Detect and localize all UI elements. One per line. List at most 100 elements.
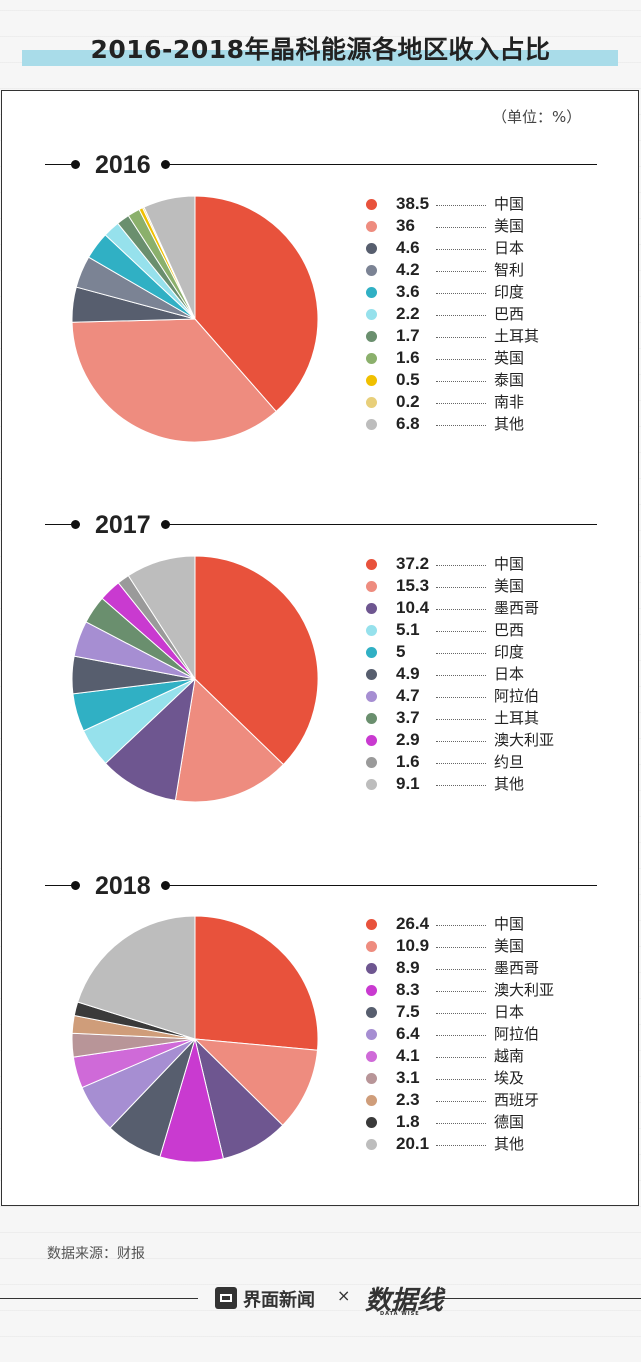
legend-color-dot bbox=[366, 199, 377, 210]
legend-leader-line bbox=[436, 249, 486, 250]
legend-value: 4.6 bbox=[396, 238, 420, 257]
pie-slice-其他 bbox=[77, 915, 196, 1040]
legend-label: 其他 bbox=[494, 1135, 525, 1153]
legend-label: 美国 bbox=[494, 937, 525, 955]
legend-color-dot bbox=[366, 1117, 377, 1128]
legend-leader-line bbox=[436, 763, 486, 764]
legend-label: 越南 bbox=[494, 1047, 525, 1065]
legend-color-dot bbox=[366, 375, 377, 386]
year-bullet-left bbox=[71, 160, 80, 169]
legend-color-dot bbox=[366, 625, 377, 636]
legend-label: 印度 bbox=[494, 643, 525, 661]
year-bullet-right bbox=[161, 520, 170, 529]
legend-color-dot bbox=[366, 1029, 377, 1040]
pie-chart-2018 bbox=[71, 915, 319, 1163]
footer-divider-left bbox=[0, 1298, 198, 1299]
legend-leader-line bbox=[436, 653, 486, 654]
legend-color-dot bbox=[366, 419, 377, 430]
legend-leader-line bbox=[436, 719, 486, 720]
legend-label: 其他 bbox=[494, 415, 525, 433]
legend-leader-line bbox=[436, 741, 486, 742]
legend-label: 美国 bbox=[494, 577, 525, 595]
legend-leader-line bbox=[436, 785, 486, 786]
legend-item: 10.9 美国 bbox=[366, 935, 606, 957]
legend-value: 2.2 bbox=[396, 304, 420, 323]
legend-label: 巴西 bbox=[494, 621, 525, 639]
legend-leader-line bbox=[436, 969, 486, 970]
legend-item: 2.9 澳大利亚 bbox=[366, 729, 606, 751]
legend-label: 土耳其 bbox=[494, 709, 540, 727]
legend-value: 1.6 bbox=[396, 752, 420, 771]
legend-item: 4.7 阿拉伯 bbox=[366, 685, 606, 707]
year-rule-left bbox=[45, 164, 73, 165]
brand-separator: × bbox=[337, 1286, 351, 1305]
legend-color-dot bbox=[366, 559, 377, 570]
legend-label: 澳大利亚 bbox=[494, 731, 555, 749]
year-title: 2016 bbox=[95, 151, 151, 179]
pie-slice-其他 bbox=[143, 195, 196, 320]
page-title: 2016-2018年晶科能源各地区收入占比 bbox=[90, 35, 551, 64]
pie-slice-美国 bbox=[193, 1038, 319, 1126]
legend-leader-line bbox=[436, 1145, 486, 1146]
year-rule-right bbox=[166, 524, 597, 525]
brand-datawise-sub: DATA WISE bbox=[380, 1311, 420, 1317]
legend-item: 6.4 阿拉伯 bbox=[366, 1023, 606, 1045]
legend-leader-line bbox=[436, 1035, 486, 1036]
legend-label: 泰国 bbox=[494, 371, 525, 389]
legend-color-dot bbox=[366, 691, 377, 702]
legend-leader-line bbox=[436, 587, 486, 588]
legend-value: 3.7 bbox=[396, 708, 420, 727]
legend-value: 3.6 bbox=[396, 282, 420, 301]
year-title: 2017 bbox=[95, 511, 151, 539]
legend-label: 其他 bbox=[494, 775, 525, 793]
legend-item: 37.2 中国 bbox=[366, 553, 606, 575]
legend-leader-line bbox=[436, 925, 486, 926]
legend-value: 15.3 bbox=[396, 576, 430, 595]
year-rule-left bbox=[45, 524, 73, 525]
title-highlight bbox=[22, 50, 618, 66]
legend-value: 3.1 bbox=[396, 1068, 420, 1087]
legend-item: 8.9 墨西哥 bbox=[366, 957, 606, 979]
legend-item: 3.1 埃及 bbox=[366, 1067, 606, 1089]
legend-label: 埃及 bbox=[494, 1069, 525, 1087]
brand-logo-icon bbox=[215, 1287, 237, 1309]
legend-item: 3.7 土耳其 bbox=[366, 707, 606, 729]
legend-leader-line bbox=[436, 403, 486, 404]
legend-label: 澳大利亚 bbox=[494, 981, 555, 999]
legend-label: 阿拉伯 bbox=[494, 687, 540, 705]
year-rule-left bbox=[45, 885, 73, 886]
legend-value: 5.1 bbox=[396, 620, 420, 639]
legend-color-dot bbox=[366, 243, 377, 254]
legend-leader-line bbox=[436, 1079, 486, 1080]
legend-value: 10.9 bbox=[396, 936, 430, 955]
legend-label: 南非 bbox=[494, 393, 525, 411]
legend-item: 10.4 墨西哥 bbox=[366, 597, 606, 619]
legend-item: 1.6 英国 bbox=[366, 347, 606, 369]
legend-item: 4.9 日本 bbox=[366, 663, 606, 685]
legend-leader-line bbox=[436, 205, 486, 206]
pie-slice-中国 bbox=[194, 915, 319, 1051]
legend-item: 5.1 巴西 bbox=[366, 619, 606, 641]
year-rule-right bbox=[166, 164, 597, 165]
brand-jiemian: 界面新闻 bbox=[243, 1290, 315, 1311]
year-bullet-right bbox=[161, 160, 170, 169]
legend-item: 1.7 土耳其 bbox=[366, 325, 606, 347]
legend-item: 38.5 中国 bbox=[366, 193, 606, 215]
legend-color-dot bbox=[366, 985, 377, 996]
legend-item: 1.8 德国 bbox=[366, 1111, 606, 1133]
legend-item: 4.6 日本 bbox=[366, 237, 606, 259]
legend-leader-line bbox=[436, 293, 486, 294]
legend-color-dot bbox=[366, 669, 377, 680]
legend-value: 4.1 bbox=[396, 1046, 420, 1065]
legend-label: 墨西哥 bbox=[494, 599, 540, 617]
legend-value: 6.8 bbox=[396, 414, 420, 433]
legend-leader-line bbox=[436, 1123, 486, 1124]
pie-slice-中国 bbox=[194, 555, 319, 766]
legend-leader-line bbox=[436, 991, 486, 992]
legend-color-dot bbox=[366, 1051, 377, 1062]
legend-item: 4.1 越南 bbox=[366, 1045, 606, 1067]
legend-2016: 38.5 中国 36 美国 4.6 日本 4.2 智利 3.6 印度 2.2 巴西 1.7 土耳其 1.6 英… bbox=[366, 193, 606, 435]
legend-item: 9.1 其他 bbox=[366, 773, 606, 795]
legend-color-dot bbox=[366, 647, 377, 658]
legend-value: 37.2 bbox=[396, 554, 430, 573]
